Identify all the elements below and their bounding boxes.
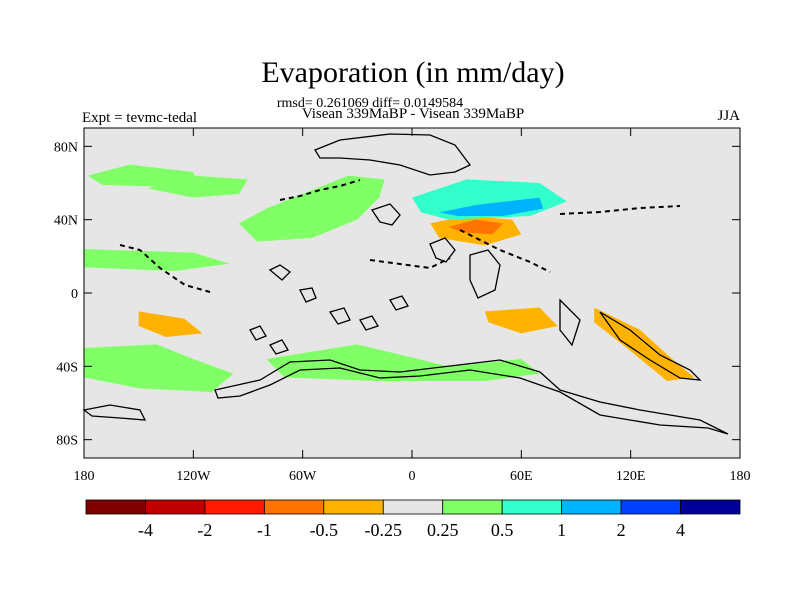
colorbar-swatch — [561, 499, 622, 515]
colorbar-label: -4 — [138, 520, 153, 540]
boundary-center — [369, 257, 451, 270]
season-label: JJA — [717, 108, 740, 124]
colorbar-label: 0.25 — [427, 520, 459, 540]
region-northeast-core — [439, 197, 544, 216]
coastline-islands — [249, 264, 409, 355]
plate-boundaries — [119, 179, 681, 293]
y-axis: 80N 40N 0 40S 80S — [54, 140, 740, 449]
map-title: Evaporation (in mm/day) — [261, 56, 565, 89]
x-tick-label: 60E — [510, 469, 533, 484]
colorbar-swatch — [323, 499, 384, 515]
y-tick-label: 40N — [54, 214, 78, 229]
x-tick-label: 120W — [176, 469, 211, 484]
y-tick-label: 0 — [71, 287, 78, 302]
boundary-east2 — [559, 205, 681, 215]
colorbar-label: 1 — [557, 520, 566, 540]
colorbar-swatch — [145, 499, 206, 515]
boundary-north — [279, 179, 361, 201]
colorbar-label: -0.25 — [365, 520, 403, 540]
x-tick-label: 120E — [616, 469, 646, 484]
x-tick-label: 0 — [409, 469, 416, 484]
y-tick-label: 80S — [56, 434, 78, 449]
region-south-pacific-core — [138, 311, 203, 337]
region-south-negative — [484, 307, 558, 334]
colorbar-swatch — [382, 499, 444, 515]
colorbar-swatch — [263, 499, 325, 515]
region-north-pacific-positive — [87, 164, 197, 187]
x-axis: 180 120W 60W 0 60E 120E 180 — [74, 128, 751, 484]
colorbar-label: -1 — [257, 520, 272, 540]
colorbar-label: -0.5 — [310, 520, 339, 540]
colorbar-swatch — [620, 499, 681, 515]
boundary-east — [459, 229, 551, 273]
experiment-label: Expt = tevmc-tedal — [82, 110, 198, 126]
x-tick-label: 180 — [730, 469, 751, 484]
subtitle: Visean 339MaBP - Visean 339MaBP — [301, 106, 525, 122]
colorbar-swatch — [204, 499, 265, 515]
region-north-america-positive — [238, 175, 385, 242]
colorbar-swatch — [442, 499, 503, 515]
region-panthalassa-negative — [521, 249, 740, 275]
coastlines — [82, 133, 729, 435]
boundary-mid — [119, 244, 211, 293]
coastline-east — [469, 249, 501, 299]
colorbar-swatch — [680, 499, 741, 515]
colorbar: -4 -2 -1 -0.5 -0.25 0.25 0.5 1 2 4 — [85, 499, 741, 540]
x-tick-label: 60W — [289, 469, 317, 484]
y-tick-label: 40S — [56, 360, 78, 375]
region-eastern-margin-negative — [594, 307, 695, 381]
region-north-pacific-band — [147, 175, 248, 198]
coastline-north — [314, 133, 472, 176]
x-tick-label: 180 — [74, 469, 95, 484]
colorbar-swatch — [85, 499, 146, 515]
region-tropical-east-band — [84, 249, 230, 271]
region-gondwana-positive — [266, 344, 540, 381]
region-south-pacific-positive — [84, 344, 234, 392]
coastline-central — [370, 203, 456, 263]
colorbar-label: 4 — [676, 520, 685, 540]
stats-line: rmsd= 0.261069 diff= 0.0149584 — [276, 96, 464, 111]
coastline-western — [82, 404, 147, 421]
coastline-gondwana — [214, 359, 729, 435]
coastline-southeast — [559, 298, 702, 381]
colorbar-label: 0.5 — [491, 520, 514, 540]
colorbar-label: -2 — [197, 520, 212, 540]
colorbar-label: 2 — [617, 520, 626, 540]
colorbar-swatch — [501, 499, 563, 515]
y-tick-label: 80N — [54, 140, 78, 155]
